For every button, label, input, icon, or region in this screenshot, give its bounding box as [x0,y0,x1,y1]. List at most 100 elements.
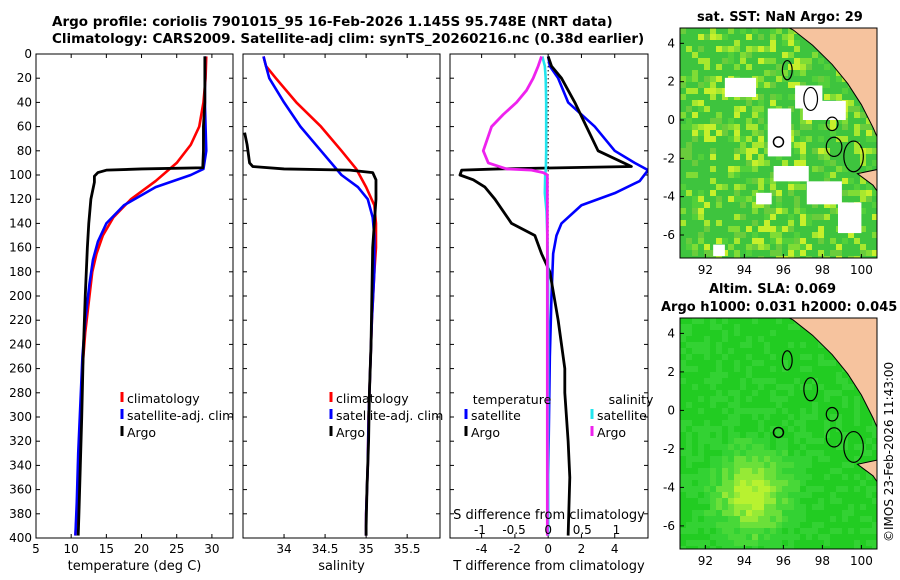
sla-map-lat-label: 4 [667,326,675,340]
sst-map-island [803,86,819,112]
depth-tick-label: 280 [9,386,32,400]
depth-tick-label: 80 [17,144,32,158]
salinity-axes-frame [242,53,441,539]
differences-line-t-argo [458,55,633,536]
temperature-xtick-label: 30 [204,542,219,556]
sst-map-lat-label: 4 [667,36,675,50]
salinity-line-argo [243,132,378,536]
missing-data-patch [802,100,846,120]
sla-map-land [856,459,877,483]
differences-xtick-label: -2 [509,542,521,556]
secondary-xtick-label: 1 [613,523,621,537]
sla-map-lat-label: -6 [663,519,675,533]
sla-map-lon-label: 96 [776,554,791,568]
secondary-xtick-label: 0 [544,523,552,537]
temperature-axes-frame [35,53,234,539]
secondary-xtick-label: -1 [474,523,486,537]
missing-data-patch [767,108,792,157]
sla-map-frame [679,317,878,550]
depth-tick-label: 300 [9,410,32,424]
sst-map-island [843,140,864,173]
depth-tick-label: 60 [17,120,32,134]
differences-line-s-argo [481,55,549,536]
sla-map-island [825,406,839,422]
temperature-line-satellite-adj-clim [74,56,208,536]
temperature-xlabel: temperature (deg C) [68,559,202,574]
salinity-legend-label: Argo [336,425,365,440]
secondary-xtick-label: 0.5 [573,523,592,537]
sla-map-lon-label: 100 [850,554,873,568]
sst-map-lon-label: 94 [737,263,752,277]
sst-map-land [856,169,877,192]
depth-tick-label: 400 [9,531,32,545]
sla-map-lon-label: 92 [698,554,713,568]
figure-title-line1: Argo profile: coriolis 7901015_95 16-Feb… [52,14,613,30]
sst-map-field [680,28,877,258]
temperature-legend-label: Argo [127,425,156,440]
sla-map-lat-label: -2 [663,442,675,456]
legend-title-salinity: salinity [609,392,654,407]
differences-line-t-satellite [546,56,648,536]
depth-tick-label: 180 [9,265,32,279]
depth-tick-label: 320 [9,434,32,448]
differences-xtick-label: 0 [544,542,552,556]
legend-title-temperature: temperature [473,392,552,407]
temperature-xtick-label: 10 [64,542,79,556]
sst-map-frame [679,27,878,259]
salinity-xtick-label: 35.5 [394,542,421,556]
temperature-xtick-label: 5 [32,542,40,556]
sst-map-lon-label: 92 [698,263,713,277]
salinity-series-group [243,56,378,536]
sla-map-island [803,377,819,402]
sla-map-field [680,318,877,549]
differences-legend-label: satellite [597,408,647,423]
sla-map-island [843,430,864,463]
sla-map-title-line2: Argo h1000: 0.031 h2000: 0.045 [661,300,898,315]
differences-legend-label: Argo [597,425,626,440]
sla-map-argo-float-marker [772,426,785,439]
differences-legend-label: Argo [471,425,500,440]
temperature-series-group [74,56,208,536]
sla-map-land [752,318,877,429]
depth-tick-label: 200 [9,289,32,303]
differences-xtick-label: 2 [578,542,586,556]
depth-tick-label: 240 [9,337,32,351]
salinity-xtick-label: 34 [276,542,291,556]
depth-tick-label: 20 [17,71,32,85]
sst-map-lon-label: 96 [776,263,791,277]
sst-map-lat-label: 0 [667,113,675,127]
depth-tick-label: 260 [9,362,32,376]
missing-data-patch [773,166,809,182]
temperature-xtick-label: 25 [169,542,184,556]
missing-data-patch [724,77,757,97]
salinity-legend-label: climatology [336,391,409,406]
depth-tick-label: 100 [9,168,32,182]
differences-xtick-label: 4 [611,542,619,556]
sst-map-island [825,116,839,132]
depth-tick-label: 360 [9,483,32,497]
depth-tick-label: 140 [9,216,32,230]
sla-map-lat-label: -4 [663,480,675,494]
temperature-line-argo [76,56,207,536]
differences-series-group [458,55,648,536]
sst-map-lat-label: 2 [667,75,675,89]
temperature-legend-label: climatology [127,391,200,406]
salinity-xtick-label: 34.5 [312,542,339,556]
sst-map-lon-label: 100 [850,263,873,277]
sla-map-lon-label: 98 [815,554,830,568]
sst-map-lat-label: -4 [663,190,675,204]
missing-data-patch [756,192,772,205]
differences-xtick-label: -4 [476,542,488,556]
sst-map-land [752,28,877,138]
missing-data-patch [837,202,862,234]
sla-map-title-line1: Altim. SLA: 0.069 [709,282,836,297]
sst-map-argo-float-marker [772,136,785,148]
sst-map-lat-label: -6 [663,228,675,242]
differences-legend-label: satellite [471,408,521,423]
depth-tick-label: 0 [24,47,32,61]
temperature-xtick-label: 15 [99,542,114,556]
secondary-xtick-label: -0.5 [502,523,525,537]
sla-map-lon-label: 94 [737,554,752,568]
